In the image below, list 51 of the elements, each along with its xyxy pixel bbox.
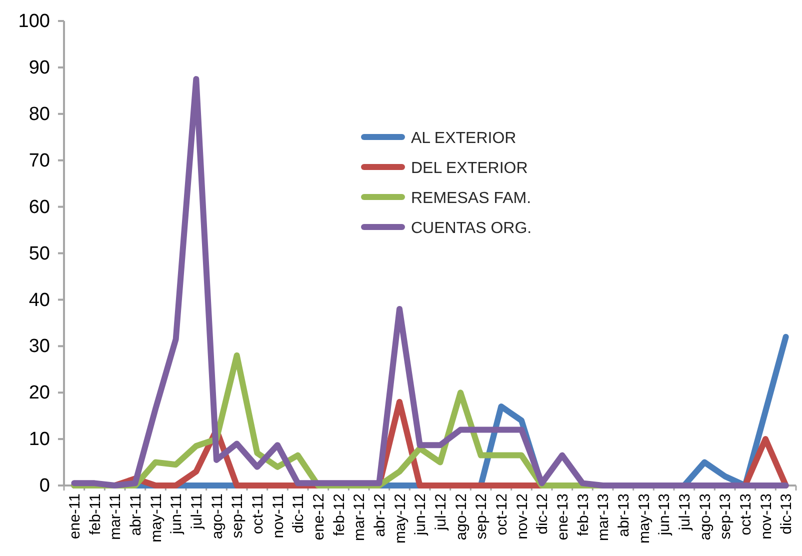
y-tick-label: 40 [28,290,50,311]
y-tick-label: 20 [28,382,50,404]
x-tick-label: sep-12 [473,494,490,540]
x-tick-label: may-12 [392,494,409,544]
x-tick-label: dic-11 [290,494,308,534]
x-tick-label: nov-11 [270,494,287,538]
y-tick-label: 70 [28,150,50,172]
x-tick-label: may-11 [148,494,165,542]
x-tick-label: jul-12 [432,494,450,532]
x-tick-label: jul-13 [676,494,694,532]
x-tick-label: feb-11 [86,494,104,535]
x-tick-label: jun-13 [656,494,674,536]
x-tick-label: may-13 [636,494,653,544]
x-tick-label: mar-12 [351,494,368,542]
legend-label: AL EXTERIOR [411,130,516,147]
y-tick-label: 30 [28,336,50,358]
y-tick-label: 90 [28,58,50,79]
x-tick-label: jun-12 [412,494,430,536]
x-tick-label: abr-13 [615,494,632,537]
x-tick-label: oct-13 [737,494,754,536]
x-tick-label: oct-11 [249,494,266,534]
x-tick-label: ene-12 [310,494,328,540]
x-tick-label: ago-12 [452,494,470,540]
x-tick-label: mar-11 [107,494,124,540]
legend-label: DEL EXTERIOR [411,160,528,177]
x-tick-label: dic-13 [778,494,796,534]
y-tick-label: 10 [28,429,50,450]
y-tick-label: 80 [28,104,50,125]
x-tick-label: jul-11 [188,494,206,530]
x-tick-label: nov-13 [758,494,775,540]
y-tick-label: 50 [28,243,50,264]
x-tick-label: mar-13 [595,494,612,542]
x-tick-label: abr-12 [371,494,388,537]
x-tick-label: nov-12 [514,494,531,540]
y-tick-label: 100 [18,11,50,32]
x-tick-label: sep-11 [229,494,246,538]
x-tick-label: ago-13 [696,494,714,540]
x-tick-label: abr-11 [127,494,144,536]
y-tick-label: 60 [28,196,50,218]
legend-label: CUENTAS ORG. [411,220,532,237]
legend-label: REMESAS FAM. [411,190,532,207]
x-tick-label: feb-13 [574,494,592,536]
x-tick-label: sep-13 [717,494,734,540]
x-tick-label: ene-11 [66,494,84,540]
x-tick-label: dic-12 [534,494,552,534]
x-tick-label: ago-11 [208,494,226,540]
x-tick-label: jun-11 [168,494,186,536]
x-tick-label: ene-13 [554,494,572,540]
x-tick-label: feb-12 [330,494,348,536]
y-tick-label: 0 [39,476,50,497]
x-tick-label: oct-12 [493,494,510,536]
